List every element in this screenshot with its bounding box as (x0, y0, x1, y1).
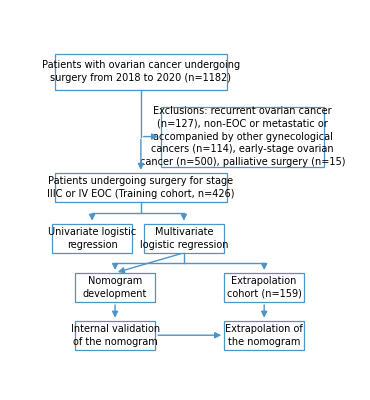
Text: Extrapolation of
the nomogram: Extrapolation of the nomogram (225, 324, 303, 347)
Text: Exclusions: recurrent ovarian cancer
(n=127), non-EOC or metastatic or
accompani: Exclusions: recurrent ovarian cancer (n=… (140, 106, 346, 167)
FancyBboxPatch shape (52, 224, 132, 253)
FancyBboxPatch shape (55, 54, 227, 90)
Text: Multivariate
logistic regression: Multivariate logistic regression (139, 227, 228, 250)
Text: Patients with ovarian cancer undergoing
surgery from 2018 to 2020 (n=1182): Patients with ovarian cancer undergoing … (42, 60, 240, 83)
Text: Extrapolation
cohort (n=159): Extrapolation cohort (n=159) (227, 276, 302, 299)
FancyBboxPatch shape (224, 320, 304, 350)
FancyBboxPatch shape (75, 273, 155, 302)
Text: Nomogram
development: Nomogram development (83, 276, 147, 299)
Text: Univariate logistic
regression: Univariate logistic regression (48, 227, 136, 250)
FancyBboxPatch shape (55, 173, 227, 202)
FancyBboxPatch shape (144, 224, 224, 253)
Text: Internal validation
of the nomogram: Internal validation of the nomogram (71, 324, 159, 347)
FancyBboxPatch shape (161, 106, 324, 166)
Text: Patients undergoing surgery for stage
IIIC or IV EOC (Training cohort, n=426): Patients undergoing surgery for stage II… (47, 176, 235, 199)
FancyBboxPatch shape (75, 320, 155, 350)
FancyBboxPatch shape (224, 273, 304, 302)
